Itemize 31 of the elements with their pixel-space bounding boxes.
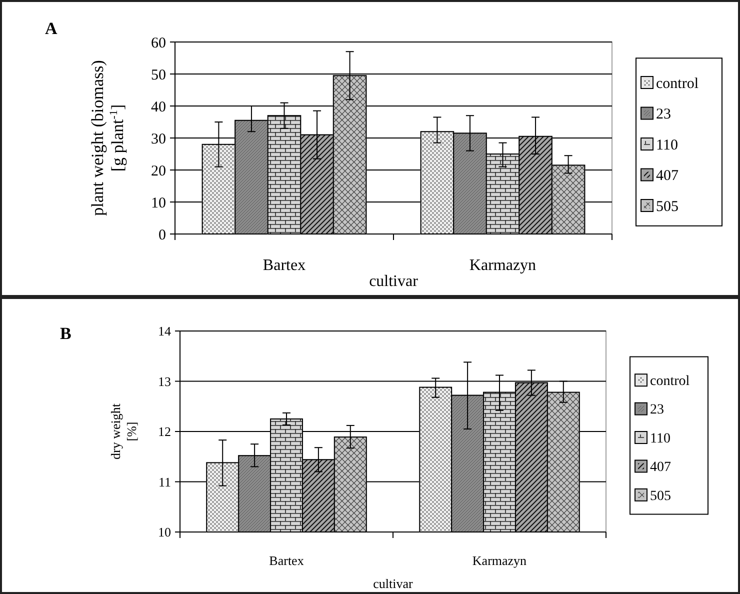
legend-label: control (656, 76, 698, 92)
y-tick-label: 11 (158, 474, 171, 490)
x-tick-label: Bartex (262, 257, 306, 274)
x-axis-title: cultivar (369, 273, 419, 290)
legend-label: control (650, 374, 690, 389)
x-tick-label: Bartex (269, 553, 304, 568)
y-tick-label: 10 (151, 195, 166, 212)
x-tick-label: Karmazyn (469, 257, 536, 274)
y-tick-label: 50 (151, 67, 166, 84)
legend-label: 505 (650, 488, 671, 504)
legend-label: 407 (650, 460, 671, 476)
x-axis-title: cultivar (373, 576, 414, 591)
y-tick-label: 40 (151, 99, 166, 116)
y-tick-label: 0 (158, 227, 166, 244)
y-axis-title: dry weight [%] (108, 403, 139, 460)
y-tick-label: 13 (158, 374, 171, 389)
legend-label: 23 (656, 106, 671, 122)
chart-title: A (45, 19, 58, 38)
legend-label: 407 (656, 168, 679, 184)
legend-label: 110 (650, 431, 670, 446)
legend-label: 505 (656, 198, 678, 215)
y-tick-label: 10 (158, 524, 171, 540)
x-tick-label: Karmazyn (472, 553, 528, 568)
chart-title: B (60, 324, 72, 343)
y-tick-label: 14 (158, 324, 172, 339)
y-tick-label: 60 (151, 35, 166, 52)
legend-label: 110 (656, 137, 678, 154)
y-tick-label: 20 (151, 163, 166, 180)
legend-label: 23 (650, 402, 664, 418)
y-tick-label: 30 (151, 131, 166, 148)
y-tick-label: 12 (158, 424, 171, 440)
